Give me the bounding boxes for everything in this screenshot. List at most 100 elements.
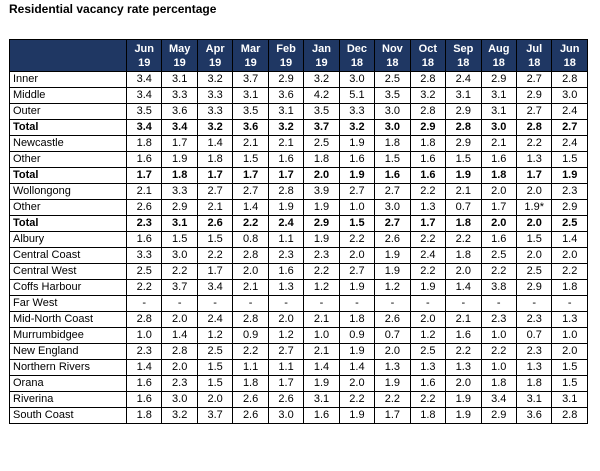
column-header-year: 18: [563, 56, 576, 69]
table-cell: 2.2: [409, 183, 447, 200]
table-cell: 2.7: [374, 215, 411, 232]
column-header-month: May: [168, 42, 191, 55]
table-cell: 1.9: [374, 263, 411, 280]
table-cell: 1.9: [303, 375, 340, 392]
table-cell: 2.2: [196, 247, 234, 264]
total-row: Total 2.3 3.1 2.6 2.2 2.4 2.9 1.5 2.7 1.7 1.8 2.0 2.…: [9, 215, 588, 232]
vacancy-rate-table: Jun 19 May 19 Apr 19 Mar 19 Feb 19 Jan 19 Dec 18 Nov 18…: [9, 39, 588, 424]
row-label: New England: [9, 343, 127, 360]
table-cell: 2.9: [445, 135, 482, 152]
column-header-year: 18: [528, 56, 541, 69]
table-cell: 1.9*: [515, 199, 553, 216]
table-cell: 3.3: [161, 183, 198, 200]
table-cell: 2.6: [374, 311, 411, 328]
table-cell: 2.2: [445, 343, 482, 360]
column-header-month: Nov: [382, 42, 403, 55]
table-cell: 1.8: [161, 167, 198, 184]
table-cell: 1.8: [551, 279, 588, 296]
table-cell: 3.0: [551, 87, 588, 104]
column-header: Dec 18: [338, 39, 376, 72]
table-cell: 2.3: [161, 375, 198, 392]
table-row: Murrumbidgee 1.0 1.4 1.2 0.9 1.2 1.0 0.9 0.7 1.2 1…: [9, 327, 588, 344]
table-cell: 2.4: [267, 215, 305, 232]
table-cell: 3.6: [161, 103, 198, 120]
table-cell: 2.3: [303, 247, 340, 264]
table-cell: 2.4: [551, 135, 588, 152]
table-cell: 3.4: [480, 391, 517, 408]
table-cell: 2.7: [338, 263, 376, 280]
table-row: Northern Rivers 1.4 2.0 1.5 1.1 1.1 1.4 1.4 1.3 1…: [9, 359, 588, 376]
table-cell: 1.7: [125, 167, 163, 184]
column-header: Jan 19: [303, 39, 340, 72]
table-cell: 1.9: [338, 135, 376, 152]
table-cell: 2.8: [515, 119, 553, 136]
table-cell: 1.6: [267, 263, 305, 280]
table-cell: 3.4: [125, 119, 163, 136]
table-cell: 2.1: [445, 311, 482, 328]
row-label: Total: [9, 215, 127, 232]
table-cell: 1.7: [267, 375, 305, 392]
table-cell: 3.7: [196, 407, 234, 424]
column-header: Nov 18: [374, 39, 411, 72]
table-row: Outer 3.5 3.6 3.3 3.5 3.1 3.5 3.3 3.0 2.8 2.9 3.1 2.…: [9, 103, 588, 120]
table-cell: 1.5: [551, 375, 588, 392]
table-cell: 2.0: [303, 167, 340, 184]
column-header: Mar 19: [232, 39, 269, 72]
table-cell: 1.8: [515, 375, 553, 392]
table-cell: 0.9: [232, 327, 269, 344]
table-cell: 2.8: [551, 71, 588, 88]
table-cell: 1.9: [338, 407, 376, 424]
table-cell: 1.5: [196, 375, 234, 392]
table-row: Wollongong 2.1 3.3 2.7 2.7 2.8 3.9 2.7 2.7 2.2 2.1…: [9, 183, 588, 200]
table-cell: -: [515, 295, 553, 312]
table-cell: 3.7: [232, 71, 269, 88]
table-cell: 2.7: [196, 183, 234, 200]
table-cell: -: [161, 295, 198, 312]
table-cell: 3.9: [303, 183, 340, 200]
table-cell: 1.4: [551, 231, 588, 248]
table-cell: 3.1: [303, 391, 340, 408]
table-cell: 2.0: [445, 375, 482, 392]
table-cell: 1.8: [232, 375, 269, 392]
table-row: Newcastle 1.8 1.7 1.4 2.1 2.1 2.5 1.9 1.8 1.8 2.9 2…: [9, 135, 588, 152]
table-cell: 3.8: [480, 279, 517, 296]
table-cell: 2.0: [338, 375, 376, 392]
table-cell: 1.5: [551, 359, 588, 376]
table-cell: 2.2: [409, 231, 447, 248]
table-cell: 2.3: [515, 311, 553, 328]
table-cell: 2.2: [409, 263, 447, 280]
column-header: Sep 18: [445, 39, 482, 72]
table-cell: 2.3: [515, 343, 553, 360]
table-cell: 0.8: [232, 231, 269, 248]
table-cell: 2.0: [161, 311, 198, 328]
table-cell: 3.0: [338, 71, 376, 88]
column-header-month: Jun: [134, 42, 154, 55]
table-row: Far West - - - - - - - - - - - - -: [9, 295, 588, 312]
table-cell: -: [445, 295, 482, 312]
row-label: Albury: [9, 231, 127, 248]
row-label: Other: [9, 199, 127, 216]
table-cell: 1.0: [480, 359, 517, 376]
table-cell: 1.4: [161, 327, 198, 344]
table-cell: 1.5: [515, 231, 553, 248]
table-cell: -: [338, 295, 376, 312]
table-cell: 1.3: [409, 199, 447, 216]
table-cell: 1.2: [409, 327, 447, 344]
table-cell: 3.4: [125, 87, 163, 104]
table-cell: 1.4: [232, 199, 269, 216]
table-cell: 3.5: [232, 103, 269, 120]
column-header-month: Mar: [240, 42, 261, 55]
table-cell: 3.4: [161, 119, 198, 136]
column-header: May 19: [161, 39, 198, 72]
table-cell: 3.0: [267, 407, 305, 424]
table-cell: 3.3: [338, 103, 376, 120]
table-cell: 2.2: [409, 391, 447, 408]
table-cell: 3.1: [267, 103, 305, 120]
table-cell: 1.9: [303, 231, 340, 248]
table-cell: 2.0: [196, 391, 234, 408]
table-cell: 1.7: [374, 407, 411, 424]
table-cell: 3.1: [161, 71, 198, 88]
table-cell: 3.1: [480, 87, 517, 104]
table-cell: 1.2: [267, 327, 305, 344]
table-cell: 1.5: [374, 151, 411, 168]
